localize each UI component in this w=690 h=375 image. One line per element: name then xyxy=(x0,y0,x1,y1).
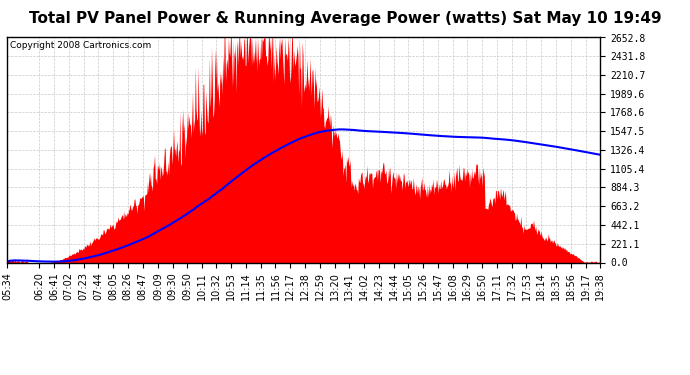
Text: Copyright 2008 Cartronics.com: Copyright 2008 Cartronics.com xyxy=(10,41,151,50)
Text: Total PV Panel Power & Running Average Power (watts) Sat May 10 19:49: Total PV Panel Power & Running Average P… xyxy=(29,11,661,26)
